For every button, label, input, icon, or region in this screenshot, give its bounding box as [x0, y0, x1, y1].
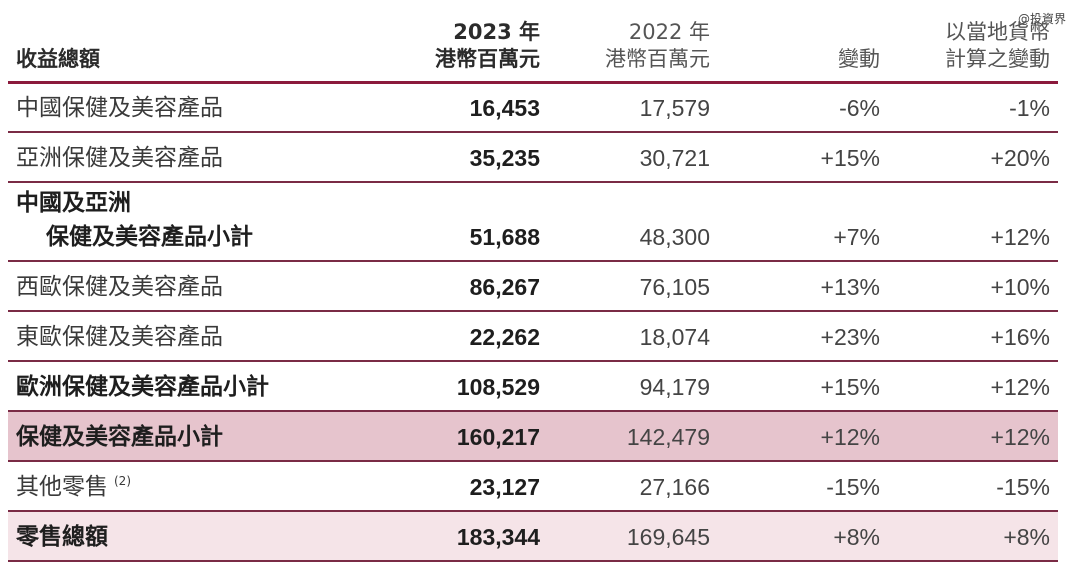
highlighted-subtotal-row: 保健及美容產品小計 160,217 142,479 +12% +12% — [8, 411, 1058, 461]
header-2023-year: 2023 年 — [453, 19, 540, 44]
value-change: +12% — [820, 424, 880, 450]
value-2022: 27,166 — [639, 474, 710, 500]
value-local-change: +20% — [990, 145, 1050, 171]
value-2022: 94,179 — [639, 374, 710, 400]
value-change: +8% — [833, 524, 880, 550]
row-label: 東歐保健及美容產品 — [16, 324, 223, 350]
watermark: @投資界 — [1017, 12, 1066, 26]
header-label: 收益總額 — [16, 46, 100, 71]
value-change: +15% — [820, 374, 880, 400]
subtotal-row: 中國及亞洲 保健及美容產品小計 51,688 48,300 +7% +12% — [8, 182, 1058, 261]
value-local-change: -15% — [996, 474, 1050, 500]
row-label: 中國及亞洲 保健及美容產品小計 — [8, 182, 398, 261]
value-2023: 22,262 — [469, 324, 540, 350]
table-row: 其他零售 (2) 23,127 27,166 -15% -15% — [8, 461, 1058, 511]
total-row: 零售總額 183,344 169,645 +8% +8% — [8, 511, 1058, 561]
value-change: +15% — [820, 145, 880, 171]
header-local-change: 以當地貨幣 計算之變動 — [888, 0, 1058, 82]
header-local-line1: 以當地貨幣 — [945, 19, 1050, 44]
value-2022: 48,300 — [639, 224, 710, 250]
value-local-change: +8% — [1003, 524, 1050, 550]
table-row: 東歐保健及美容產品 22,262 18,074 +23% +16% — [8, 311, 1058, 361]
table-header-row: 收益總額 2023 年 港幣百萬元 2022 年 港幣百萬元 變動 以當地貨幣 … — [8, 0, 1058, 82]
header-2023-unit: 港幣百萬元 — [435, 46, 540, 71]
value-2023: 51,688 — [469, 224, 540, 250]
value-2022: 17,579 — [639, 95, 710, 121]
value-change: -15% — [826, 474, 880, 500]
value-change: -6% — [839, 95, 880, 121]
table-row: 亞洲保健及美容產品 35,235 30,721 +15% +20% — [8, 132, 1058, 182]
footnote-marker: (2) — [114, 474, 131, 489]
row-label-text: 其他零售 — [16, 474, 108, 500]
header-2022: 2022 年 港幣百萬元 — [548, 0, 718, 82]
row-label: 其他零售 (2) — [8, 461, 398, 511]
value-change: +23% — [820, 324, 880, 350]
value-local-change: +12% — [990, 424, 1050, 450]
header-2022-year: 2022 年 — [628, 19, 710, 44]
header-2022-unit: 港幣百萬元 — [605, 46, 710, 71]
value-2023: 160,217 — [456, 424, 540, 450]
table-row: 中國保健及美容產品 16,453 17,579 -6% -1% — [8, 82, 1058, 132]
value-2023: 23,127 — [469, 474, 540, 500]
header-local-line2: 計算之變動 — [945, 46, 1050, 71]
header-2023: 2023 年 港幣百萬元 — [398, 0, 548, 82]
value-2023: 183,344 — [456, 524, 540, 550]
value-local-change: +12% — [990, 224, 1050, 250]
table-row: 西歐保健及美容產品 86,267 76,105 +13% +10% — [8, 261, 1058, 311]
row-label: 歐洲保健及美容產品小計 — [16, 374, 269, 400]
value-2022: 30,721 — [639, 145, 710, 171]
row-label: 零售總額 — [16, 524, 108, 550]
value-local-change: -1% — [1009, 95, 1050, 121]
row-label: 西歐保健及美容產品 — [16, 274, 223, 300]
value-2022: 169,645 — [626, 524, 710, 550]
value-2023: 108,529 — [456, 374, 540, 400]
row-label: 保健及美容產品小計 — [16, 424, 223, 450]
value-2023: 86,267 — [469, 274, 540, 300]
value-2022: 76,105 — [639, 274, 710, 300]
revenue-table: 收益總額 2023 年 港幣百萬元 2022 年 港幣百萬元 變動 以當地貨幣 … — [8, 0, 1058, 562]
value-change: +7% — [833, 224, 880, 250]
value-local-change: +12% — [990, 374, 1050, 400]
subtotal-row: 歐洲保健及美容產品小計 108,529 94,179 +15% +12% — [8, 361, 1058, 411]
value-local-change: +16% — [990, 324, 1050, 350]
value-local-change: +10% — [990, 274, 1050, 300]
row-label: 亞洲保健及美容產品 — [16, 145, 223, 171]
value-change: +13% — [820, 274, 880, 300]
value-2023: 35,235 — [469, 145, 540, 171]
row-label-line1: 中國及亞洲 — [16, 190, 131, 216]
value-2022: 18,074 — [639, 324, 710, 350]
header-change: 變動 — [838, 46, 880, 71]
value-2022: 142,479 — [626, 424, 710, 450]
row-label-line2: 保健及美容產品小計 — [46, 224, 253, 250]
value-2023: 16,453 — [469, 95, 540, 121]
row-label: 中國保健及美容產品 — [16, 95, 223, 121]
